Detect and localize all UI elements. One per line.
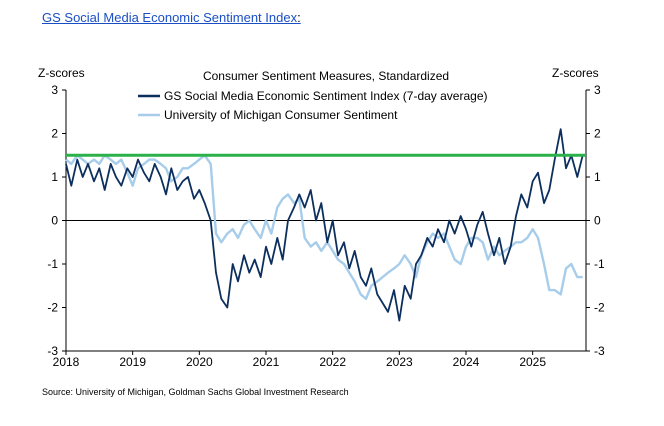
y-axis-label-right: Z-scores bbox=[552, 66, 599, 80]
chart-title: Consumer Sentiment Measures, Standardize… bbox=[203, 69, 449, 83]
chart-plot-area bbox=[65, 128, 586, 322]
x-tick-label: 2024 bbox=[453, 355, 480, 369]
chart-link-text[interactable]: GS Social Media Economic Sentiment Index bbox=[42, 10, 298, 25]
y-tick-label-left: 1 bbox=[51, 170, 58, 184]
y-tick-label-right: 2 bbox=[594, 127, 601, 141]
series-line-gs-index bbox=[65, 128, 584, 322]
chart-link-title[interactable]: GS Social Media Economic Sentiment Index… bbox=[42, 10, 301, 25]
y-tick-label-right: -3 bbox=[594, 344, 605, 358]
x-tick-label: 2025 bbox=[519, 355, 546, 369]
y-tick-label-right: 0 bbox=[594, 214, 601, 228]
x-tick-label: 2018 bbox=[53, 355, 80, 369]
y-tick-label-left: 3 bbox=[51, 83, 58, 97]
y-tick-label-left: 0 bbox=[51, 214, 58, 228]
x-tick-label: 2022 bbox=[319, 355, 346, 369]
source-note: Source: University of Michigan, Goldman … bbox=[42, 387, 349, 397]
y-tick-label-left: -3 bbox=[47, 344, 58, 358]
x-tick-label: 2020 bbox=[186, 355, 213, 369]
y-tick-label-left: -2 bbox=[47, 301, 58, 315]
series-line-umich bbox=[65, 154, 583, 300]
x-tick-label: 2021 bbox=[253, 355, 280, 369]
legend-label-umich: University of Michigan Consumer Sentimen… bbox=[164, 108, 398, 122]
y-tick-label-left: -1 bbox=[47, 257, 58, 271]
x-tick-label: 2019 bbox=[119, 355, 146, 369]
y-tick-label-right: -2 bbox=[594, 301, 605, 315]
x-tick-label: 2023 bbox=[386, 355, 413, 369]
y-tick-label-left: 2 bbox=[51, 127, 58, 141]
y-tick-label-right: -1 bbox=[594, 257, 605, 271]
chart-link-colon: : bbox=[297, 10, 301, 25]
legend-label-gs-index: GS Social Media Economic Sentiment Index… bbox=[164, 89, 488, 103]
y-axis-label-left: Z-scores bbox=[38, 66, 85, 80]
y-tick-label-right: 1 bbox=[594, 170, 601, 184]
chart-legend: GS Social Media Economic Sentiment Index… bbox=[138, 89, 488, 122]
y-tick-label-right: 3 bbox=[594, 83, 601, 97]
